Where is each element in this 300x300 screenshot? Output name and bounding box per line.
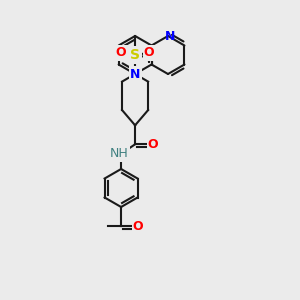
Text: O: O [133, 220, 143, 232]
Text: O: O [148, 138, 158, 151]
Text: S: S [130, 48, 140, 62]
Text: N: N [165, 29, 175, 43]
Text: N: N [130, 68, 140, 80]
Text: NH: NH [110, 147, 128, 160]
Text: O: O [144, 46, 154, 59]
Text: O: O [116, 46, 126, 59]
